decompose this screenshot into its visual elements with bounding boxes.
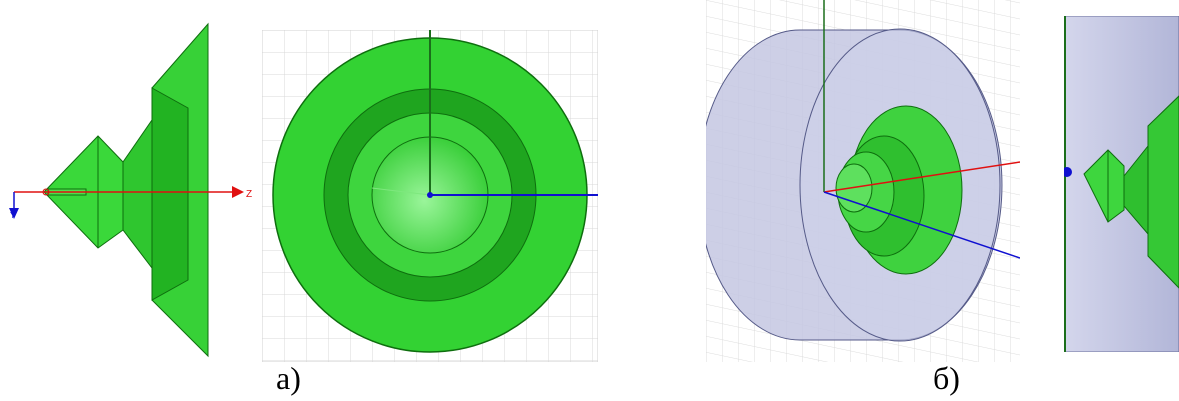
mid-cone [122,118,153,270]
perspective-view-panel [706,0,1020,362]
perspective-drawing [706,0,1020,362]
front-view-drawing [262,30,598,362]
axis-z-arrow [232,186,244,198]
axis-z-line [823,191,1020,259]
front-bicone [1083,149,1125,223]
front-view-panel [262,30,598,362]
side-view-panel: Z Y [0,0,255,380]
enclosure-side-panel [1064,16,1179,352]
caption-b: б) [933,360,960,396]
axis-z-label: Z [246,189,252,200]
side-view-drawing: Z Y [9,22,252,358]
caption-a: а) [276,360,301,396]
origin-point [42,188,50,196]
reflector-cone-inner [151,87,189,301]
axis-y-label: Y [10,211,16,220]
origin-point [1064,167,1072,177]
reflector-cone [1147,95,1179,289]
axis-x-line [823,161,1020,193]
axis-y-arrow [9,208,19,219]
origin-point [427,192,433,198]
enclosure-side-drawing [1064,16,1179,352]
